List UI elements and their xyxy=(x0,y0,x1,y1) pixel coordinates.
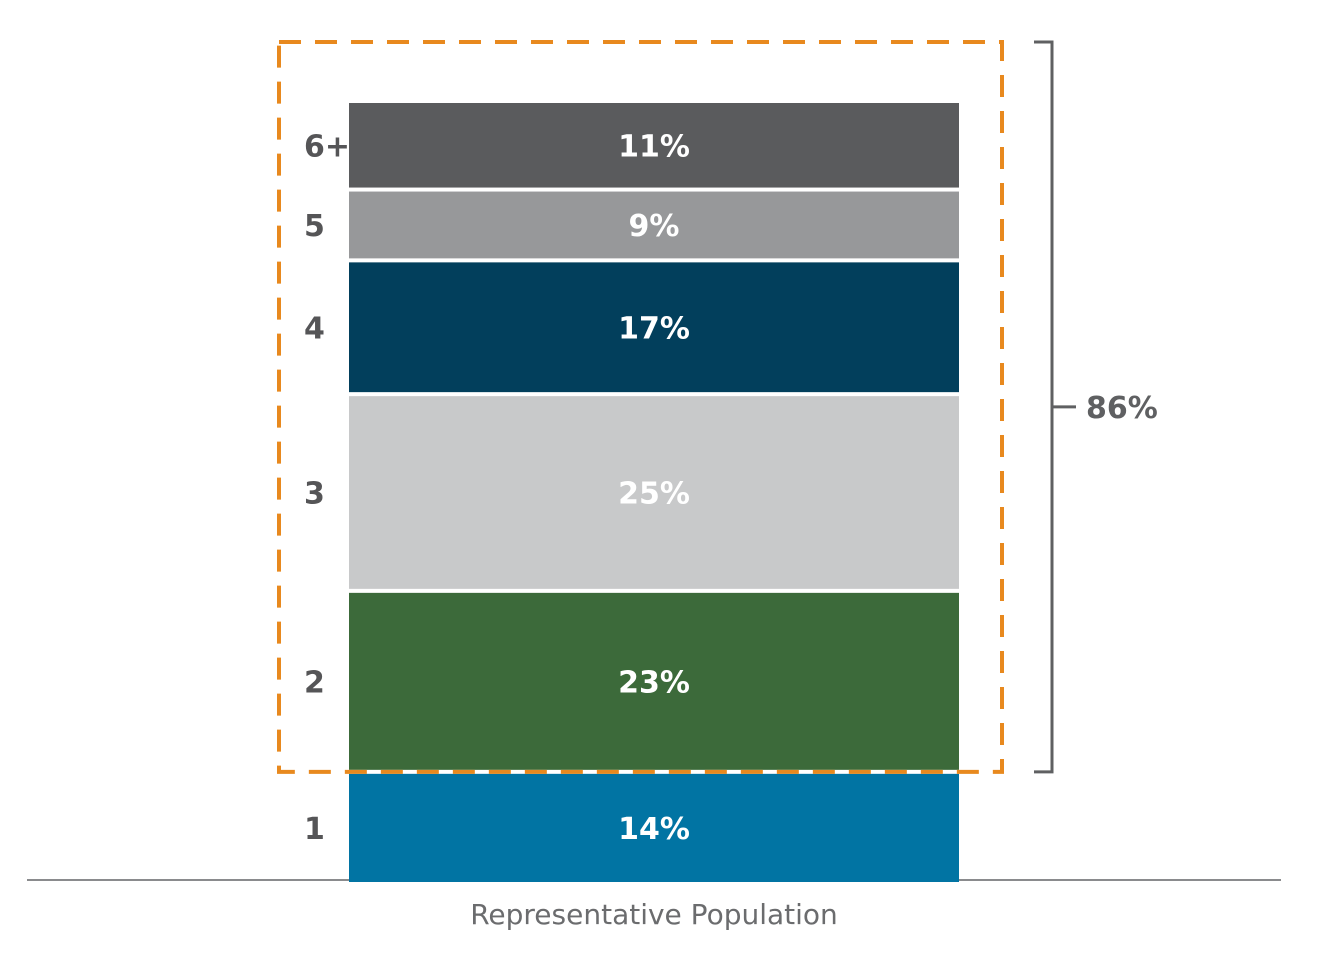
category-labels: 1 2 3 4 5 6+ xyxy=(304,129,350,847)
value-label-1: 14% xyxy=(618,812,690,847)
bracket-line xyxy=(1034,40,1054,774)
series-label-5: 5 xyxy=(304,209,325,244)
bar-segments xyxy=(349,103,959,882)
bar-segment-6plus xyxy=(349,103,959,188)
value-labels: 14% 23% 25% 17% 9% 11% xyxy=(618,129,690,847)
highlight-dashed-box xyxy=(277,40,1004,774)
value-label-2: 23% xyxy=(618,665,690,700)
x-category-label: Representative Population xyxy=(470,898,838,931)
bar-segment-5 xyxy=(349,191,959,259)
series-label-1: 1 xyxy=(304,812,325,847)
value-label-6plus: 11% xyxy=(618,129,690,164)
series-label-6plus: 6+ xyxy=(304,129,350,164)
bar-segment-3 xyxy=(349,396,959,589)
value-label-5: 9% xyxy=(629,209,680,244)
bar-segment-1 xyxy=(349,773,959,882)
highlight-box xyxy=(277,40,1004,774)
series-label-3: 3 xyxy=(304,477,325,512)
series-label-4: 4 xyxy=(304,311,325,346)
value-label-3: 25% xyxy=(618,477,690,512)
value-label-4: 17% xyxy=(618,311,690,346)
bar-segment-2 xyxy=(349,592,959,770)
bracket-label: 86% xyxy=(1086,391,1158,426)
bar-segment-4 xyxy=(349,262,959,393)
series-label-2: 2 xyxy=(304,665,325,700)
bracket: 86% xyxy=(1034,40,1158,774)
